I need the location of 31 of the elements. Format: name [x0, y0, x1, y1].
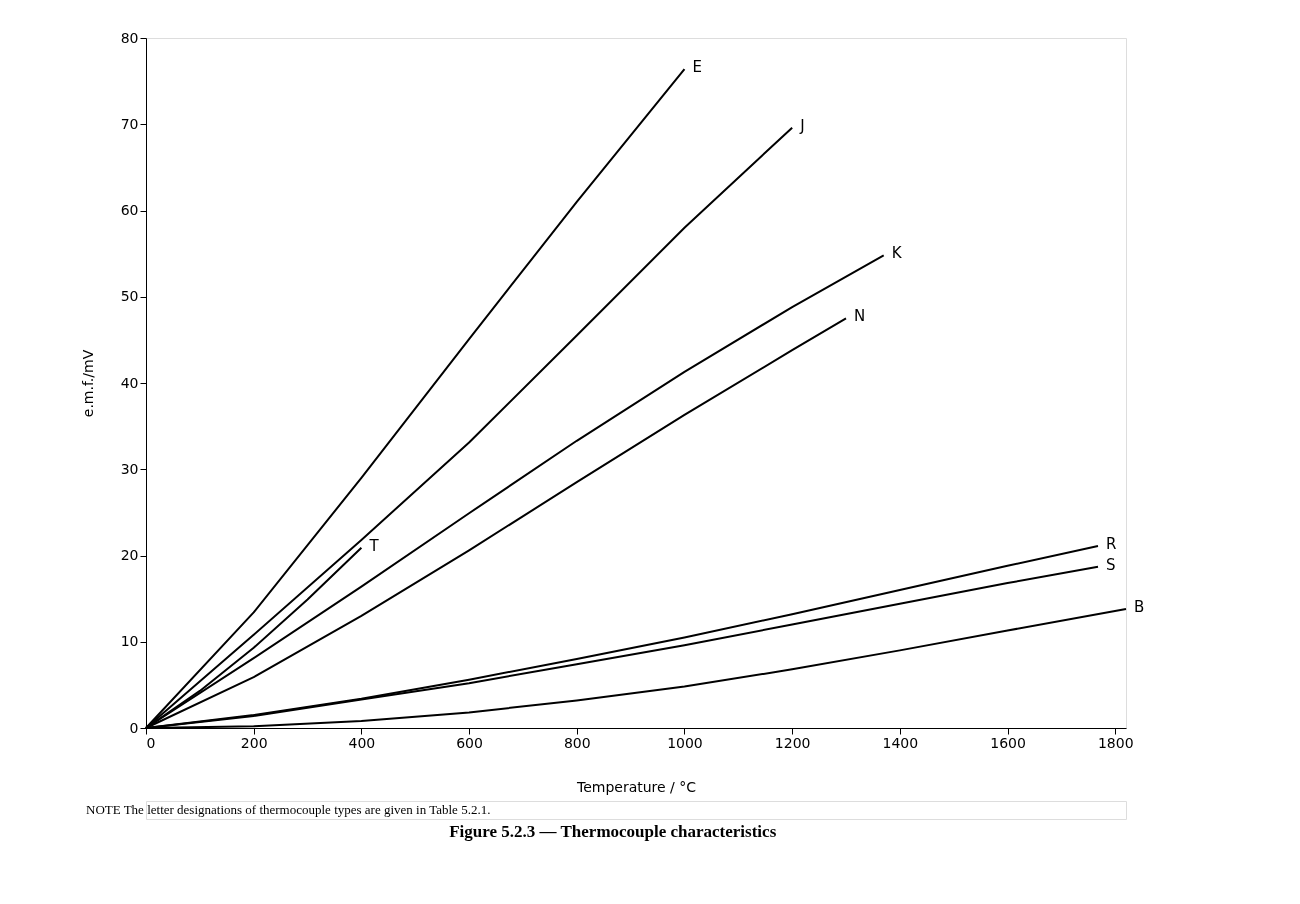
y-tick-label: 20 [120, 547, 139, 563]
text: NOTE The letter designations of thermocouple types are given in Table 5.2.1. [86, 802, 491, 817]
y-tick-label: 80 [120, 29, 139, 46]
x-tick-label: 0 [146, 734, 156, 751]
series-label: J [799, 116, 805, 135]
series-label: T [368, 536, 380, 555]
y-tick-label: 40 [120, 374, 139, 391]
text: Figure 5.2.3 — Thermocouple characteristics [449, 821, 777, 841]
x-tick-label: 200 [240, 734, 268, 751]
x-tick-label: 1200 [774, 734, 811, 751]
series-label: K [891, 244, 903, 263]
y-tick-label: 50 [120, 288, 139, 305]
y-tick-label: 30 [120, 460, 139, 477]
x-tick-label: 1600 [990, 734, 1026, 751]
x-tick-label: 600 [456, 734, 483, 751]
series-label: N [854, 307, 866, 326]
series-label: E [692, 58, 702, 77]
x-tick-label: 800 [563, 734, 591, 751]
y-tick-label: 70 [120, 115, 139, 132]
series-label: R [1106, 535, 1117, 554]
x-tick-label: 1000 [667, 734, 703, 751]
x-tick-label: 1400 [882, 734, 919, 751]
y-tick-label: 0 [129, 719, 139, 736]
y-tick-label: 60 [120, 202, 139, 218]
series-label: B [1134, 597, 1145, 616]
y-axis-title: e.m.f./mV [79, 349, 96, 418]
x-tick-label: 1800 [1097, 734, 1134, 751]
series-label: S [1106, 555, 1116, 574]
x-axis-title: Temperature / °C [575, 778, 697, 795]
x-tick-label: 400 [348, 734, 376, 751]
y-tick-label: 10 [120, 633, 139, 650]
